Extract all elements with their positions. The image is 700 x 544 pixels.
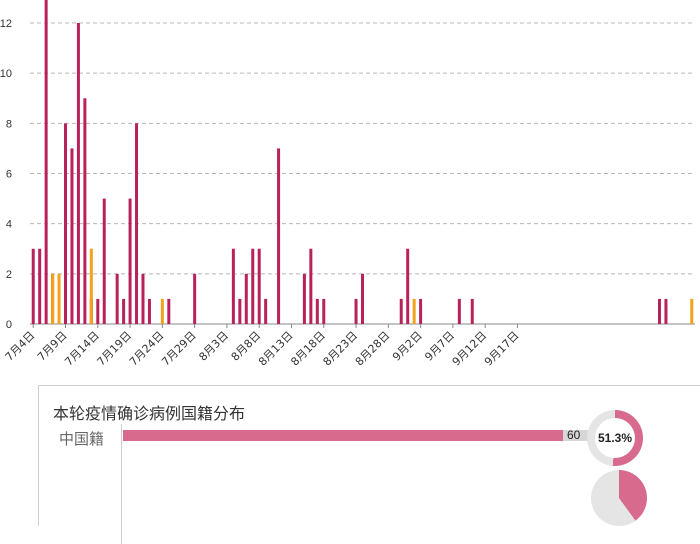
bar-primary — [231, 248, 235, 324]
bar-secondary — [412, 298, 416, 324]
nationality-donut: 51.3% — [587, 410, 643, 466]
bar-primary — [70, 148, 74, 324]
bar-secondary — [51, 273, 55, 324]
y-tick-label: 12 — [0, 18, 12, 30]
bar-primary — [657, 298, 661, 324]
bar-primary — [83, 98, 87, 324]
x-tick-label: 8月3日 — [196, 329, 231, 364]
y-tick-label: 0 — [6, 319, 12, 331]
bar-primary — [193, 273, 197, 324]
bar-primary — [315, 298, 319, 324]
bar-primary — [135, 123, 139, 324]
x-tick-label: 8月28日 — [353, 329, 393, 369]
y-tick-label: 8 — [6, 118, 12, 130]
bar-primary — [115, 273, 119, 324]
bar-primary — [102, 198, 106, 324]
y-tick-label: 10 — [0, 68, 12, 80]
bar-primary — [399, 298, 403, 324]
nationality-label: 中国籍 — [59, 430, 105, 448]
x-tick-label: 7月14日 — [62, 329, 102, 369]
bar-primary — [309, 248, 313, 324]
bar-primary — [141, 273, 145, 324]
bar-primary — [122, 298, 126, 324]
bar-primary — [167, 298, 171, 324]
nationality-bar — [123, 430, 563, 441]
bar-primary — [128, 198, 132, 324]
second-donut-partial — [591, 470, 647, 526]
bar-primary — [38, 248, 42, 324]
bar-primary — [76, 23, 80, 324]
panel-title: 本轮疫情确诊病例国籍分布 — [53, 404, 246, 423]
x-tick-label: 9月2日 — [390, 329, 425, 364]
bar-primary — [64, 123, 68, 324]
panel-axis — [121, 424, 122, 544]
x-tick-label: 7月24日 — [127, 329, 167, 369]
bar-primary — [664, 298, 668, 324]
bar-secondary — [160, 298, 164, 324]
bar-primary — [354, 298, 358, 324]
bar-primary — [251, 248, 255, 324]
bar-primary — [470, 298, 474, 324]
x-tick-label: 8月23日 — [321, 329, 361, 369]
bar-secondary — [690, 298, 694, 324]
x-tick-label: 8月13日 — [256, 329, 296, 369]
x-tick-label: 7月29日 — [159, 329, 199, 369]
nationality-panel: 本轮疫情确诊病例国籍分布 中国籍 60 51.3% — [38, 385, 700, 544]
bar-primary — [277, 148, 281, 324]
bar-primary — [44, 0, 48, 325]
bar-secondary — [57, 273, 61, 324]
bar-primary — [31, 248, 35, 324]
bar-secondary — [89, 248, 93, 324]
bar-primary — [419, 298, 423, 324]
bar-primary — [96, 298, 100, 324]
nationality-count: 60 — [567, 428, 581, 442]
bar-primary — [238, 298, 242, 324]
x-tick-label: 9月17日 — [482, 329, 522, 369]
x-tick-label: 9月12日 — [450, 329, 490, 369]
bar-primary — [257, 248, 261, 324]
bar-primary — [322, 298, 326, 324]
y-tick-label: 2 — [6, 269, 12, 281]
y-tick-label: 6 — [6, 169, 12, 181]
nationality-bar-track — [123, 430, 607, 441]
bar-primary — [406, 248, 410, 324]
bar-primary — [244, 273, 248, 324]
nationality-percent: 51.3% — [597, 431, 633, 445]
daily-cases-chart: 0 2 4 6 8 10 12 7月4日7月9日7月14日7月19日7月24日7月29日8月… — [0, 0, 695, 369]
x-tick-label: 8月18日 — [288, 329, 328, 369]
x-tick-label: 7月19日 — [95, 329, 135, 369]
y-tick-label: 4 — [6, 219, 12, 231]
bar-primary — [361, 273, 364, 324]
bar-primary — [302, 273, 306, 324]
bar-primary — [147, 298, 151, 324]
x-tick-label: 7月4日 — [3, 329, 38, 364]
bar-primary — [457, 298, 461, 324]
y-axis-ticks: 0 2 4 6 8 10 12 — [0, 18, 12, 331]
bar-primary — [264, 298, 268, 324]
x-axis-ticks: 7月4日7月9日7月14日7月19日7月24日7月29日8月3日8月8日8月13… — [3, 324, 522, 369]
bars — [31, 0, 694, 325]
